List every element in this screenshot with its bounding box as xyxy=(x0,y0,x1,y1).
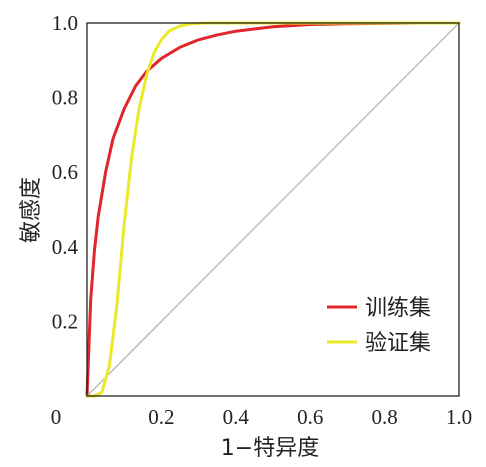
reference-diagonal-layer xyxy=(86,22,460,397)
y-tick-label: 0.2 xyxy=(52,309,78,333)
x-tick-labels: 0 0.2 0.4 0.6 0.8 1.0 xyxy=(51,405,472,429)
y-tick-labels: 0.2 0.4 0.6 0.8 1.0 xyxy=(52,11,79,333)
x-tick-label: 0.6 xyxy=(297,405,323,429)
x-axis-title: 1−特异度 xyxy=(221,436,319,461)
x-tick-label: 0.2 xyxy=(148,405,174,429)
reference-diagonal xyxy=(86,22,460,397)
x-tick-label: 0 xyxy=(51,405,62,429)
legend-label-validation: 验证集 xyxy=(365,331,431,356)
y-axis-title: 敏感度 xyxy=(19,177,44,243)
y-tick-label: 0.8 xyxy=(52,86,78,110)
x-tick-label: 0.8 xyxy=(371,405,397,429)
plot-frame xyxy=(86,22,460,397)
y-tick-label: 0.4 xyxy=(52,235,79,259)
x-tick-label: 1.0 xyxy=(446,405,472,429)
legend: 训练集 验证集 xyxy=(327,296,431,356)
legend-label-train: 训练集 xyxy=(365,296,431,321)
y-tick-label: 0.6 xyxy=(52,160,78,184)
x-tick-label: 0.4 xyxy=(223,405,250,429)
y-tick-label: 1.0 xyxy=(52,11,78,35)
